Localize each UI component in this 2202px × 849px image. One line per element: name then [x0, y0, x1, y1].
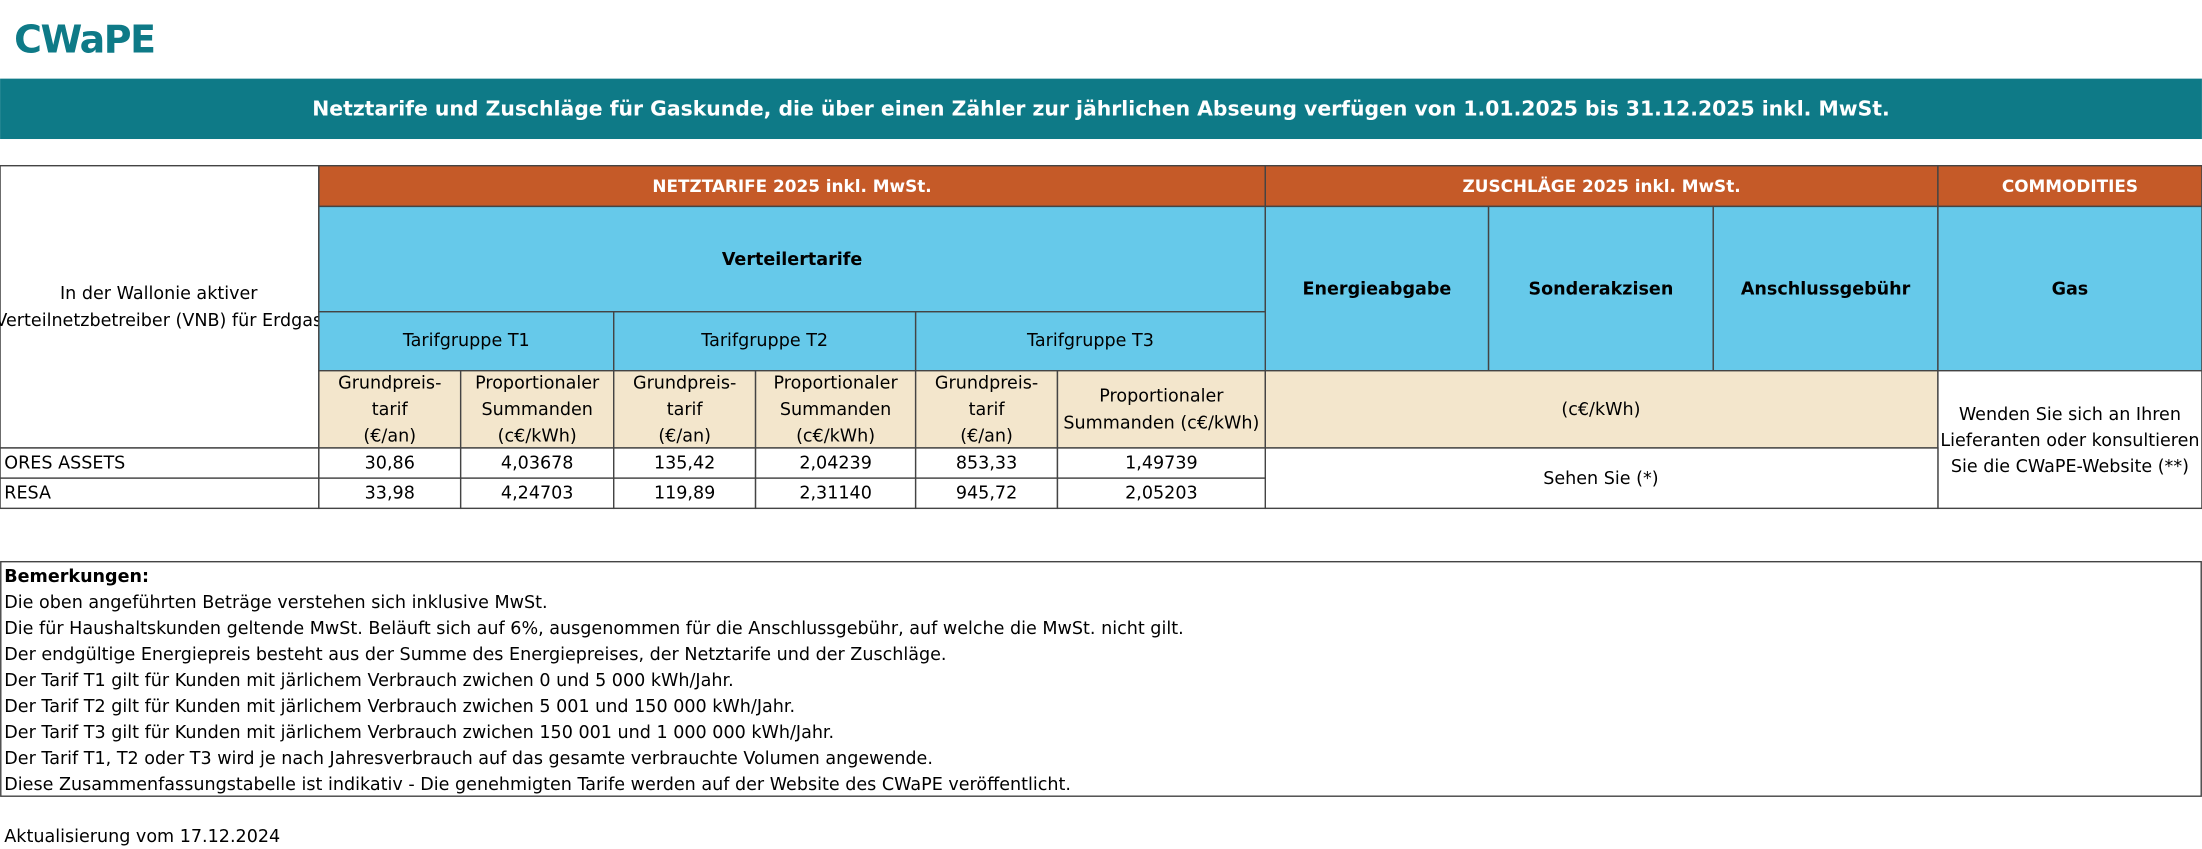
table-cell — [914, 447, 1059, 479]
tariff-value: 853,33 — [956, 453, 1017, 473]
unit-header: (€/an) — [363, 427, 416, 447]
table-cell — [914, 370, 1059, 449]
tariff-group: Tarifgruppe T1 — [402, 331, 530, 351]
table-cell — [318, 370, 462, 449]
table-cell — [754, 477, 917, 510]
table-cell — [318, 447, 462, 479]
unit-header: (c€/kWh) — [498, 427, 577, 447]
surcharge-header: Sonderakzisen — [1528, 279, 1673, 299]
commodity-note: Wenden Sie sich an Ihren — [1959, 405, 2181, 425]
unit-header: Proportionaler — [475, 373, 600, 393]
table-cell — [1937, 205, 2202, 372]
surcharge-header: Energieabgabe — [1303, 279, 1452, 299]
unit-header: tarif — [969, 400, 1006, 420]
tariff-value: 119,89 — [654, 484, 715, 504]
banner — [0, 78, 2202, 140]
table-cell — [613, 311, 917, 372]
remark-line: Der Tarif T3 gilt für Kunden mit järlich… — [4, 723, 834, 743]
remark-line: Diese Zusammenfassungstabelle ist indika… — [4, 775, 1071, 795]
unit-header: (c€/kWh) — [796, 427, 875, 447]
unit-header: Grundpreis- — [633, 373, 736, 393]
surcharge-note: Sehen Sie (*) — [1543, 469, 1658, 489]
table-cell — [318, 164, 1266, 208]
row-header: Verteilnetzbetreiber (VNB) für Erdgas — [0, 311, 322, 331]
tariff-value: 33,98 — [365, 484, 415, 504]
unit-header: Proportionaler — [774, 373, 899, 393]
table-cell — [1712, 205, 1939, 372]
table-cell — [318, 205, 1266, 313]
group-header: ZUSCHLÄGE 2025 inkl. MwSt. — [1463, 175, 1741, 196]
tariff-value: 2,31140 — [799, 484, 872, 504]
commodity-note: Lieferanten oder konsultieren — [1940, 431, 2199, 451]
table-cell — [613, 370, 757, 449]
remark-line: Die für Haushaltskunden geltende MwSt. B… — [4, 619, 1183, 639]
table-cell — [0, 164, 320, 449]
operator-name: ORES ASSETS — [4, 453, 125, 473]
unit-header: tarif — [667, 400, 704, 420]
banner-title: Netztarife und Zuschläge für Gaskunde, d… — [312, 97, 1889, 121]
remarks-box — [0, 560, 2202, 797]
tariff-group: Tarifgruppe T2 — [700, 331, 828, 351]
tariff-value: 2,05203 — [1125, 484, 1198, 504]
table-cell — [613, 447, 757, 479]
commodity-header: Gas — [2052, 279, 2089, 299]
group-header: NETZTARIFE 2025 inkl. MwSt. — [652, 176, 931, 196]
distribution-header: Verteilertarife — [722, 250, 863, 270]
unit-header: tarif — [372, 400, 409, 420]
unit-header: Summanden — [482, 400, 593, 420]
unit-header: Summanden — [780, 400, 891, 420]
remark-line: Die oben angeführten Beträge verstehen s… — [4, 593, 547, 613]
table-cell — [613, 477, 757, 510]
unit-header: Proportionaler — [1099, 387, 1224, 407]
table-cell — [754, 447, 917, 479]
surcharge-unit: (c€/kWh) — [1561, 400, 1640, 420]
tariff-value: 4,24703 — [501, 484, 574, 504]
table-cell — [1264, 164, 1939, 208]
table-cell — [1937, 370, 2202, 510]
unit-header: Summanden (c€/kWh) — [1063, 413, 1259, 433]
table-cell — [1264, 370, 1939, 449]
logo: CWaPE — [14, 18, 155, 62]
tariff-value: 30,86 — [365, 453, 415, 473]
remark-line: Der Tarif T1, T2 oder T3 wird je nach Ja… — [4, 749, 933, 769]
table-cell — [1056, 370, 1266, 449]
remark-line: Der Tarif T2 gilt für Kunden mit järlich… — [4, 697, 795, 717]
remarks-title: Bemerkungen: — [4, 567, 149, 587]
tariff-value: 4,03678 — [501, 453, 574, 473]
group-header: COMMODITIES — [2002, 176, 2138, 196]
tariff-value: 945,72 — [956, 484, 1017, 504]
operator-name: RESA — [4, 484, 51, 504]
table-cell — [318, 311, 615, 372]
table-cell — [1056, 477, 1266, 510]
row-header: In der Wallonie aktiver — [60, 284, 258, 304]
table-cell — [1056, 447, 1266, 479]
remark-line: Der endgültige Energiepreis besteht aus … — [4, 645, 946, 665]
tariff-value: 2,04239 — [799, 453, 872, 473]
tariff-value: 135,42 — [654, 453, 715, 473]
update-date: Aktualisierung vom 17.12.2024 — [4, 827, 280, 847]
unit-header: (€/an) — [658, 427, 711, 447]
table-cell — [1937, 164, 2202, 208]
unit-header: Grundpreis- — [935, 373, 1038, 393]
table-cell — [459, 370, 615, 449]
remark-line: Der Tarif T1 gilt für Kunden mit järlich… — [4, 671, 733, 691]
table-cell — [754, 370, 917, 449]
unit-header: (€/an) — [960, 427, 1013, 447]
tariff-value: 1,49739 — [1125, 453, 1198, 473]
unit-header: Grundpreis- — [338, 373, 441, 393]
tariff-group: Tarifgruppe T3 — [1026, 331, 1154, 351]
table-cell — [459, 477, 615, 510]
commodity-note: Sie die CWaPE-Website (**) — [1951, 457, 2189, 477]
surcharge-header: Anschlussgebühr — [1741, 279, 1911, 299]
